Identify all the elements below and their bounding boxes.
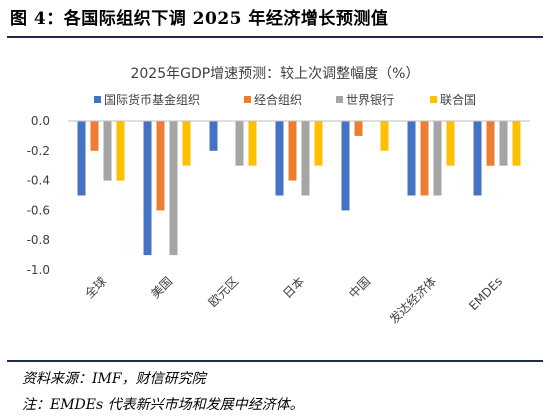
bar-3-7 (499, 121, 508, 166)
bar-3-1 (103, 121, 112, 181)
bar-4-6 (446, 121, 455, 166)
bar-2-2 (156, 121, 165, 211)
legend-label-1: 国际货币基金组织 (104, 92, 200, 107)
top-rule (7, 36, 543, 38)
bar-3-4 (301, 121, 310, 196)
bar-1-1 (77, 121, 86, 196)
bar-1-4 (275, 121, 284, 196)
chart-title: 2025年GDP增速预测：较上次调整幅度（%） (130, 66, 419, 82)
bar-4-4 (314, 121, 323, 166)
legend-label-3: 世界银行 (346, 93, 394, 107)
bar-2-4 (288, 121, 297, 181)
chart-svg: 2025年GDP增速预测：较上次调整幅度（%） 国际货币基金组织 经合组织 世界银行… (27, 66, 530, 327)
bar-1-7 (473, 121, 482, 196)
bar-1-3 (209, 121, 218, 151)
legend-swatch-4 (430, 96, 437, 103)
bar-2-6 (420, 121, 429, 196)
bar-3-2 (169, 121, 178, 256)
bar-4-5 (380, 121, 389, 151)
bar-3-6 (433, 121, 442, 196)
bottom-rule (7, 360, 543, 362)
x-axis: 全球 美国 欧元区 日本 中国 发达经济体 EMDEs (68, 120, 530, 327)
source-note: 资料来源：IMF，财信研究院 (22, 371, 206, 387)
chart-container: 2025年GDP增速预测：较上次调整幅度（%） 国际货币基金组织 经合组织 世界银行… (8, 44, 542, 344)
bar-1-2 (143, 121, 152, 256)
bars (77, 121, 521, 256)
figure-title: 图 4：各国际组织下调 2025 年经济增长预测值 (10, 9, 389, 29)
y-axis: 0.0 -0.2 -0.4 -0.6 -0.8 -1.0 (27, 114, 50, 277)
legend: 国际货币基金组织 经合组织 世界银行 联合国 (94, 92, 476, 107)
y-tick-label: -0.4 (27, 174, 50, 188)
y-tick-label: 0.0 (31, 114, 50, 128)
x-tick-label: EMDEs (466, 274, 505, 313)
bar-1-6 (407, 121, 416, 196)
x-tick-label: 全球 (82, 274, 110, 302)
bar-4-7 (512, 121, 521, 166)
legend-swatch-3 (336, 96, 343, 103)
legend-swatch-2 (244, 96, 251, 103)
legend-label-4: 联合国 (440, 92, 476, 107)
bar-1-5 (341, 121, 350, 211)
bar-3-3 (235, 121, 244, 166)
y-tick-label: -1.0 (27, 263, 50, 277)
x-tick-label: 中国 (346, 274, 374, 302)
bar-4-3 (248, 121, 257, 166)
bar-4-2 (182, 121, 191, 166)
bar-2-7 (486, 121, 495, 166)
y-tick-label: -0.6 (27, 203, 50, 217)
legend-swatch-1 (94, 96, 101, 103)
bar-4-1 (116, 121, 125, 181)
x-tick-label: 日本 (280, 274, 307, 301)
bar-2-5 (354, 121, 363, 136)
x-tick-label: 发达经济体 (386, 274, 439, 327)
x-tick-label: 欧元区 (206, 274, 241, 309)
footnote: 注：EMDEs 代表新兴市场和发展中经济体。 (22, 397, 304, 413)
x-tick-label: 美国 (148, 274, 175, 301)
y-tick-label: -0.8 (27, 233, 50, 247)
bar-2-1 (90, 121, 99, 151)
y-tick-label: -0.2 (27, 144, 50, 158)
legend-label-2: 经合组织 (254, 92, 302, 107)
